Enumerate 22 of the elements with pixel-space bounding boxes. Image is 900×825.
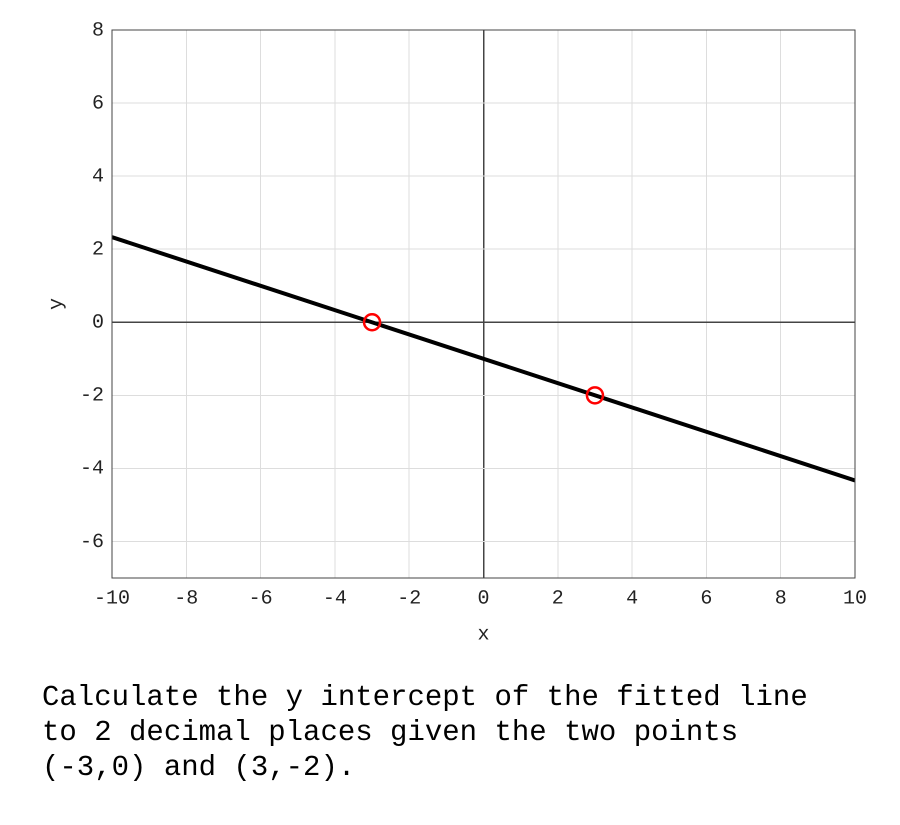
y-tick-label: -6 xyxy=(80,530,104,554)
x-axis-title: x xyxy=(477,623,490,646)
x-tick-label: 8 xyxy=(774,587,787,610)
x-tick-label: -2 xyxy=(397,587,422,610)
y-tick-label: -2 xyxy=(80,384,104,408)
text: Calculate the y intercept of the fitted line to 2 decimal places given the two points (-3,0) and (3,-2). xyxy=(42,680,809,785)
x-tick-label: 10 xyxy=(842,587,868,610)
x-tick-label: 0 xyxy=(477,587,490,610)
x-tick-label: -10 xyxy=(94,587,130,610)
y-tick-label: 0 xyxy=(92,312,104,335)
x-tick-label: 2 xyxy=(552,587,564,610)
y-axis-title: y xyxy=(45,298,68,310)
x-tick-label: -4 xyxy=(322,587,347,610)
y-tick-label: -4 xyxy=(80,458,104,481)
x-tick-label: 4 xyxy=(626,587,638,610)
y-tick-label: 4 xyxy=(92,165,104,188)
y-tick-label: 2 xyxy=(92,238,104,262)
x-tick-label: -8 xyxy=(174,587,198,610)
x-tick-label: 6 xyxy=(700,587,712,610)
y-tick-label: 6 xyxy=(92,92,104,116)
x-tick-label: -6 xyxy=(248,587,273,610)
y-tick-label: 8 xyxy=(92,19,104,42)
